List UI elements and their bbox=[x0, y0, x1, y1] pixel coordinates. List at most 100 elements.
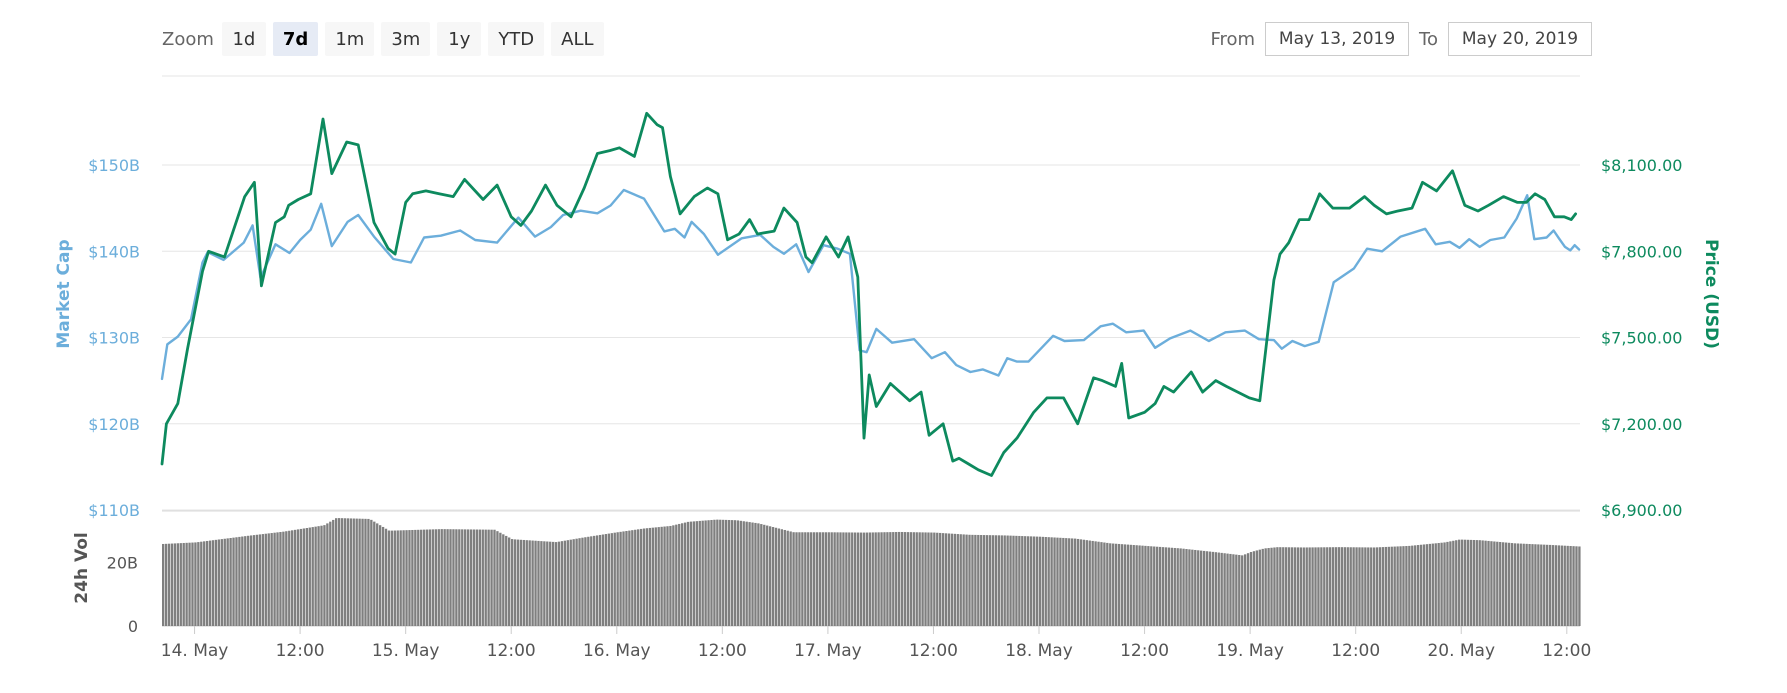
volume-bar bbox=[812, 532, 816, 626]
volume-bar bbox=[1563, 545, 1566, 626]
volume-bar bbox=[1296, 547, 1300, 626]
volume-bar bbox=[824, 532, 828, 626]
volume-bar bbox=[692, 521, 696, 626]
volume-bar bbox=[261, 534, 265, 626]
volume-bar bbox=[182, 542, 185, 626]
zoom-1d-button[interactable]: 1d bbox=[221, 22, 266, 56]
volume-bar bbox=[1466, 539, 1470, 626]
x-tick-label: 18. May bbox=[1005, 641, 1073, 661]
volume-bar bbox=[1381, 547, 1385, 626]
volume-bar bbox=[1199, 550, 1203, 626]
volume-bar bbox=[1557, 545, 1561, 626]
volume-bar bbox=[1220, 552, 1223, 626]
volume-bar bbox=[411, 529, 414, 626]
zoom-7d-button[interactable]: 7d bbox=[272, 22, 319, 56]
volume-bar bbox=[654, 527, 657, 626]
volume-bar bbox=[766, 525, 769, 626]
y-left-tick-label: $150B bbox=[88, 156, 140, 175]
volume-bar bbox=[352, 518, 355, 626]
y-volume-tick-label: 20B bbox=[107, 554, 138, 573]
zoom-1y-button[interactable]: 1y bbox=[437, 22, 482, 56]
volume-bar bbox=[974, 534, 977, 626]
volume-bar bbox=[704, 520, 707, 626]
price-line bbox=[160, 111, 1577, 477]
volume-bar bbox=[249, 535, 253, 626]
volume-bar bbox=[1044, 537, 1047, 626]
volume-bar bbox=[164, 543, 168, 626]
volume-bar bbox=[997, 535, 1001, 626]
volume-bar bbox=[276, 532, 279, 626]
volume-bar bbox=[390, 530, 394, 626]
volume-bar bbox=[1370, 547, 1373, 626]
zoom-ytd-button[interactable]: YTD bbox=[488, 22, 545, 56]
from-date-input[interactable] bbox=[1265, 22, 1410, 56]
zoom-1m-button[interactable]: 1m bbox=[325, 22, 375, 56]
volume-bar bbox=[1158, 546, 1162, 626]
volume-bar bbox=[856, 532, 860, 626]
volume-bar bbox=[1560, 545, 1563, 626]
volume-bar bbox=[1249, 552, 1253, 626]
volume-bar bbox=[355, 518, 358, 626]
volume-bar bbox=[258, 534, 262, 626]
volume-bar bbox=[1478, 540, 1481, 626]
grid bbox=[162, 75, 1580, 634]
to-date-input[interactable] bbox=[1448, 22, 1592, 56]
volume-bar bbox=[1211, 551, 1215, 626]
volume-bar bbox=[933, 532, 936, 626]
volume-bar bbox=[651, 527, 655, 626]
volume-bar bbox=[1305, 547, 1308, 626]
volume-bar bbox=[469, 529, 473, 626]
volume-bar bbox=[921, 532, 924, 626]
volume-bar bbox=[1364, 547, 1367, 626]
volume-bar bbox=[833, 532, 836, 626]
volume-bar bbox=[1138, 545, 1141, 626]
volume-bar bbox=[1112, 543, 1115, 626]
volume-bar bbox=[499, 532, 502, 626]
volume-bar bbox=[590, 536, 593, 626]
zoom-3m-button[interactable]: 3m bbox=[381, 22, 431, 56]
volume-bar bbox=[1214, 552, 1217, 626]
volume-bar bbox=[1522, 543, 1525, 626]
y-right-tick-label: $7,200.00 bbox=[1601, 415, 1682, 434]
volume-bar bbox=[965, 534, 968, 626]
volume-bar bbox=[895, 532, 898, 626]
volume-bar bbox=[845, 532, 848, 626]
volume-bar bbox=[680, 523, 684, 626]
volume-bar bbox=[1085, 540, 1088, 626]
x-tick-label: 15. May bbox=[372, 641, 440, 661]
volume-bar bbox=[1302, 547, 1305, 626]
volume-bar bbox=[1460, 539, 1464, 626]
volume-bar bbox=[167, 543, 171, 626]
volume-bar bbox=[912, 532, 915, 626]
volume-bar bbox=[1135, 545, 1138, 626]
volume-bar bbox=[648, 527, 652, 626]
to-label: To bbox=[1419, 28, 1438, 50]
volume-bar bbox=[452, 529, 455, 626]
volume-bar bbox=[200, 541, 203, 626]
volume-bar bbox=[566, 540, 569, 626]
volume-bar bbox=[1202, 550, 1206, 626]
volume-bar bbox=[757, 523, 760, 626]
volume-bar bbox=[1217, 552, 1220, 626]
volume-bar bbox=[1510, 543, 1514, 626]
volume-bar bbox=[361, 518, 364, 626]
volume-bar bbox=[1519, 543, 1522, 626]
volume-bar bbox=[1455, 540, 1458, 626]
volume-bar bbox=[1126, 544, 1130, 626]
zoom-all-button[interactable]: ALL bbox=[551, 22, 604, 56]
volume-bar bbox=[1094, 541, 1097, 626]
volume-bar bbox=[675, 524, 678, 626]
volume-bar bbox=[1161, 547, 1165, 626]
volume-bar bbox=[1197, 550, 1200, 626]
volume-bar bbox=[1551, 545, 1555, 626]
volume-bar bbox=[959, 534, 962, 626]
volume-bar bbox=[622, 531, 625, 626]
volume-bar bbox=[466, 529, 470, 626]
volume-bar bbox=[1507, 542, 1511, 626]
volume-bar bbox=[296, 529, 300, 626]
volume-bar bbox=[1208, 551, 1212, 626]
volume-bar bbox=[1329, 547, 1332, 626]
volume-bar bbox=[1276, 547, 1279, 626]
volume-bar bbox=[1496, 541, 1499, 626]
